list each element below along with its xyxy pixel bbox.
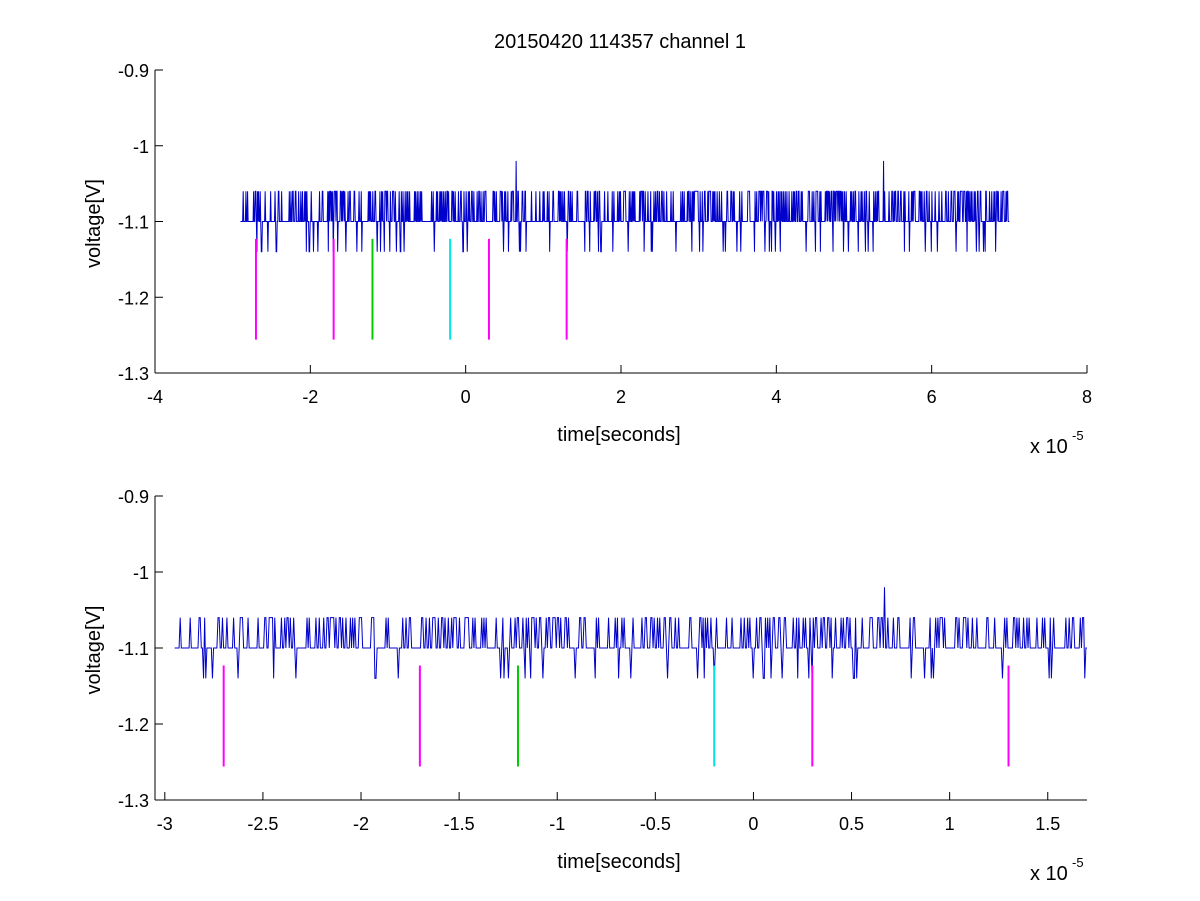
y-tick-label: -1.3	[118, 791, 149, 811]
x-tick-label: -2	[353, 814, 369, 834]
x-tick-label: -3	[157, 814, 173, 834]
y-tick-label: -1	[133, 137, 149, 157]
x-tick-label: 1.5	[1035, 814, 1060, 834]
x-axis-label: time[seconds]	[557, 851, 680, 873]
x-tick-label: 4	[771, 387, 781, 407]
x-multiplier-base: x 10	[1030, 436, 1068, 458]
top-panel: -4 -2 0 2 4 6 8 -1.3 -1.2 -1.1 -1 -0.9 time[seconds]…	[83, 61, 1092, 458]
x-axis-label: time[seconds]	[557, 424, 680, 446]
x-tick-label: 0.5	[839, 814, 864, 834]
x-multiplier-exponent: -5	[1072, 428, 1084, 443]
y-tick-label: -1.1	[118, 213, 149, 233]
x-tick-label: -1.5	[444, 814, 475, 834]
y-axis-label: voltage[V]	[83, 179, 105, 268]
x-tick-label: 8	[1082, 387, 1092, 407]
x-tick-label: 0	[461, 387, 471, 407]
y-tick-label: -1.2	[118, 288, 149, 308]
x-multiplier-exponent: -5	[1072, 855, 1084, 870]
x-tick-label: -2.5	[247, 814, 278, 834]
bottom-panel: -3 -2.5 -2 -1.5 -1 -0.5 0 0.5 1 1.5 -1.3 -1.2 -1.1 -1…	[83, 487, 1087, 885]
signal-trace	[174, 587, 1087, 679]
y-tick-label: -1	[133, 563, 149, 583]
x-tick-label: -0.5	[640, 814, 671, 834]
x-tick-label: 2	[616, 387, 626, 407]
x-multiplier-base: x 10	[1030, 863, 1068, 885]
x-tick-label: 6	[927, 387, 937, 407]
x-tick-label: -2	[302, 387, 318, 407]
y-tick-label: -1.1	[118, 639, 149, 659]
y-tick-label: -0.9	[118, 61, 149, 81]
chart-title: 20150420 114357 channel 1	[494, 31, 746, 53]
x-tick-label: 0	[748, 814, 758, 834]
x-tick-label: 1	[945, 814, 955, 834]
y-tick-label: -0.9	[118, 487, 149, 507]
y-tick-label: -1.3	[118, 364, 149, 384]
x-tick-label: -1	[549, 814, 565, 834]
x-tick-label: -4	[147, 387, 163, 407]
y-axis-label: voltage[V]	[83, 606, 105, 695]
y-tick-label: -1.2	[118, 715, 149, 735]
signal-trace	[240, 160, 1010, 253]
